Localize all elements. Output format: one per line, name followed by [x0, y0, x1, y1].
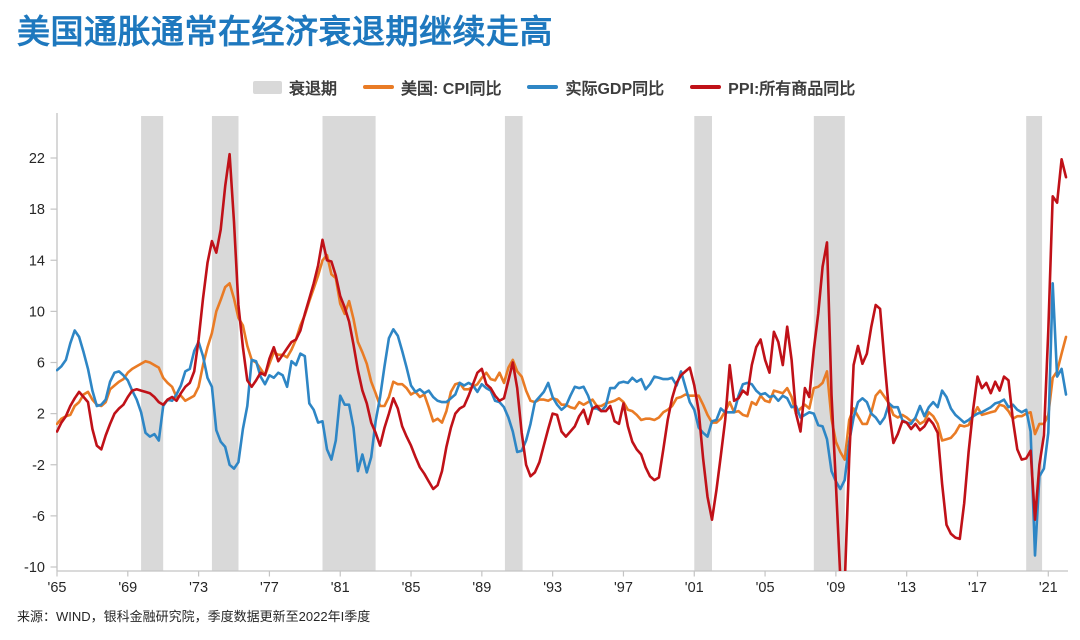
legend-label: 实际GDP同比 [565, 81, 665, 98]
x-axis-tick-label: '81 [331, 580, 350, 596]
legend-item-3: 实际GDP同比 [527, 75, 664, 99]
recession-band [322, 116, 376, 571]
line-swatch-icon [363, 85, 395, 89]
recession-band [504, 116, 523, 571]
x-axis-tick-label: '97 [614, 580, 633, 596]
x-axis-tick-label: '85 [402, 580, 421, 596]
legend-label: 美国: CPI同比 [401, 81, 502, 98]
y-axis-tick-label: 6 [37, 356, 45, 372]
x-axis-tick-label: '09 [826, 580, 845, 596]
legend-label: 衰退期 [289, 81, 338, 98]
x-axis-tick-label: '05 [756, 580, 775, 596]
recession-swatch-icon [253, 80, 282, 94]
legend-item-1: 衰退期 [253, 75, 337, 99]
chart-legend: 衰退期 美国: CPI同比 实际GDP同比 PPI:所有商品同比 [253, 75, 855, 99]
source-note: 来源：WIND，银科金融研究院，季度数据更新至2022年I季度 [17, 609, 371, 624]
y-axis-tick-label: 18 [29, 202, 45, 218]
series-line-PPI:所有商品同比 [56, 152, 1068, 571]
line-swatch-icon [690, 85, 722, 89]
line-swatch-icon [527, 85, 559, 89]
x-axis-tick-label: '21 [1039, 580, 1058, 596]
y-axis-tick-label: -6 [32, 509, 45, 525]
legend-item-4: PPI:所有商品同比 [690, 75, 855, 99]
y-axis-tick-label: 10 [29, 304, 45, 320]
series-line-实际GDP同比 [56, 281, 1068, 557]
page-title: 美国通胀通常在经济衰退期继续走高 [17, 13, 553, 50]
x-axis-tick-label: '89 [472, 580, 491, 596]
y-axis-tick-label: 2 [37, 407, 45, 423]
y-axis-tick-label: -2 [32, 458, 45, 474]
y-axis-tick-label: -10 [24, 560, 45, 576]
x-axis-tick-label: '73 [189, 580, 208, 596]
x-axis-tick-label: '69 [118, 580, 137, 596]
x-axis-tick-label: '93 [543, 580, 562, 596]
x-axis-tick-label: '17 [968, 580, 987, 596]
y-axis-tick-label: 14 [29, 253, 45, 269]
series-line-美国: CPI同比 [56, 253, 1068, 461]
x-axis-tick-label: '01 [685, 580, 704, 596]
y-axis-tick-label: 22 [29, 151, 45, 167]
recession-band [141, 116, 164, 571]
recession-band [694, 116, 712, 571]
x-axis-tick-label: '65 [48, 580, 67, 596]
legend-item-2: 美国: CPI同比 [363, 75, 501, 99]
legend-label: PPI:所有商品同比 [728, 81, 856, 98]
x-axis-tick-label: '77 [260, 580, 279, 596]
x-axis-tick-label: '13 [897, 580, 916, 596]
